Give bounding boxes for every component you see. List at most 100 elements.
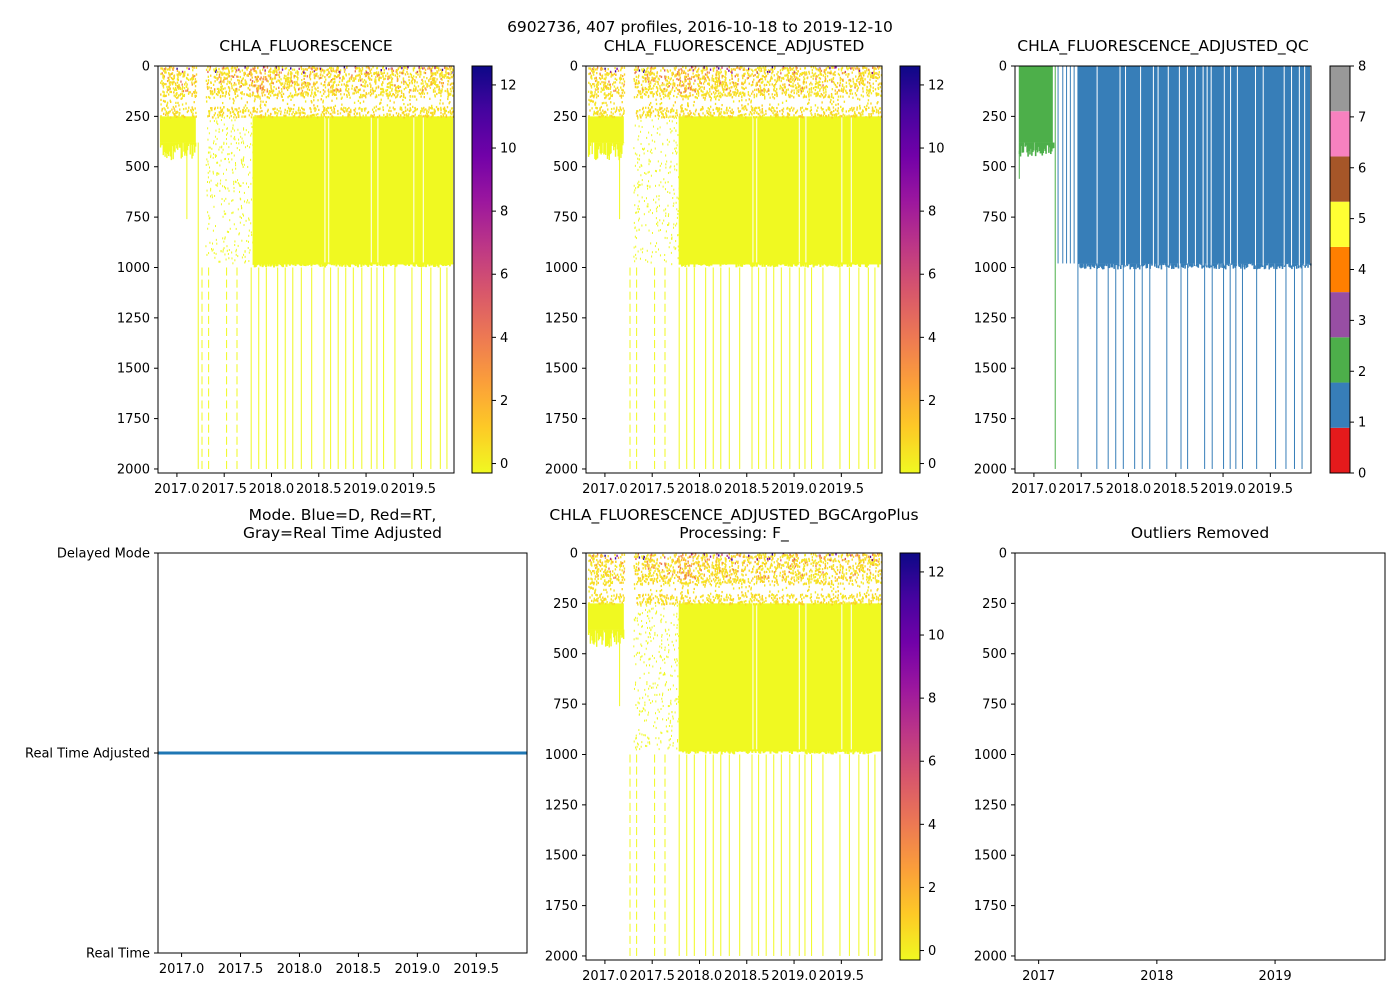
- profile-line: [253, 262, 256, 268]
- surface-speckle: [409, 107, 411, 110]
- surface-speckle: [217, 70, 219, 74]
- profile-line: [176, 142, 179, 150]
- profile-line: [208, 412, 210, 421]
- surface-speckle: [168, 78, 170, 81]
- surface-speckle: [315, 67, 317, 70]
- speckle: [225, 137, 227, 140]
- surface-speckle: [259, 71, 261, 74]
- speckle: [641, 165, 643, 168]
- surface-speckle: [383, 78, 385, 81]
- surface-speckle: [310, 67, 312, 70]
- surface-speckle: [860, 81, 863, 84]
- surface-speckle: [822, 84, 824, 87]
- speckle: [212, 142, 214, 145]
- surface-speckle: [854, 92, 857, 95]
- surface-speckle: [163, 75, 166, 78]
- surface-speckle: [684, 78, 686, 81]
- surface-speckle: [336, 97, 338, 100]
- surface-speckle: [655, 102, 658, 106]
- speckle: [206, 253, 208, 256]
- surface-speckle: [696, 96, 698, 100]
- surface-speckle: [191, 83, 193, 86]
- surface-speckle: [596, 112, 598, 116]
- surface-speckle: [821, 81, 824, 84]
- surface-speckle: [349, 113, 351, 116]
- surface-speckle: [300, 91, 303, 95]
- surface-speckle: [315, 68, 317, 71]
- surface-speckle: [872, 86, 874, 89]
- surface-speckle: [217, 91, 219, 94]
- speckle: [234, 240, 236, 243]
- surface-speckle: [280, 71, 282, 74]
- surface-speckle: [790, 84, 792, 87]
- speckle: [223, 247, 225, 250]
- surface-speckle: [443, 106, 446, 109]
- surface-speckle: [619, 107, 622, 110]
- surface-speckle: [441, 88, 443, 91]
- surface-speckle: [678, 72, 680, 75]
- surface-speckle: [328, 71, 331, 75]
- surface-speckle: [808, 70, 810, 74]
- speckle: [673, 223, 675, 226]
- profile-line: [201, 340, 203, 349]
- speckle: [234, 138, 236, 141]
- speckle: [240, 184, 242, 187]
- profile-line: [308, 262, 311, 265]
- surface-speckle: [266, 110, 269, 113]
- surface-speckle: [773, 113, 775, 116]
- speckle: [646, 136, 648, 139]
- speckle: [235, 250, 237, 253]
- speckle: [205, 245, 207, 248]
- surface-speckle: [806, 107, 809, 111]
- surface-speckle: [424, 71, 427, 75]
- y-tick-label: 0: [142, 60, 150, 75]
- surface-speckle: [769, 103, 771, 106]
- surface-speckle: [229, 112, 232, 115]
- profile-line: [705, 262, 708, 266]
- surface-speckle: [820, 114, 823, 117]
- surface-speckle: [421, 109, 423, 113]
- surface-speckle: [739, 110, 742, 113]
- profile-line: [208, 327, 210, 336]
- surface-speckle: [745, 113, 747, 116]
- surface-speckle: [747, 93, 750, 96]
- surface-speckle: [688, 85, 690, 88]
- surface-speckle: [339, 71, 341, 74]
- surface-speckle: [859, 104, 861, 107]
- surface-speckle: [394, 74, 397, 77]
- surface-speckle: [240, 81, 242, 84]
- surface-speckle: [362, 84, 364, 87]
- speckle: [673, 246, 675, 249]
- profile-line: [847, 262, 850, 264]
- surface-speckle: [718, 107, 721, 111]
- speckle: [638, 219, 640, 222]
- surface-speckle: [322, 112, 325, 115]
- surface-speckle: [855, 67, 857, 70]
- surface-speckle: [687, 73, 689, 76]
- profile-line: [304, 262, 307, 267]
- surface-speckle: [332, 111, 334, 114]
- surface-speckle: [317, 99, 319, 102]
- surface-speckle: [308, 83, 310, 86]
- surface-speckle: [330, 66, 333, 70]
- surface-speckle: [276, 68, 278, 72]
- surface-speckle: [837, 112, 840, 115]
- profile-line: [434, 262, 437, 267]
- surface-speckle: [784, 67, 787, 70]
- profile-line: [684, 262, 687, 268]
- surface-speckle: [815, 92, 817, 95]
- surface-speckle: [356, 112, 358, 115]
- surface-speckle: [806, 77, 808, 80]
- surface-speckle: [173, 107, 175, 110]
- profile-line: [420, 262, 423, 268]
- surface-speckle: [329, 106, 331, 109]
- surface-speckle: [195, 73, 198, 76]
- profile-line: [778, 262, 781, 265]
- speckle: [208, 222, 210, 225]
- profile-line: [589, 142, 592, 146]
- surface-speckle: [226, 82, 228, 86]
- profile-line: [862, 262, 865, 265]
- surface-speckle: [673, 83, 676, 86]
- surface-speckle: [376, 73, 378, 76]
- surface-speckle: [875, 76, 878, 79]
